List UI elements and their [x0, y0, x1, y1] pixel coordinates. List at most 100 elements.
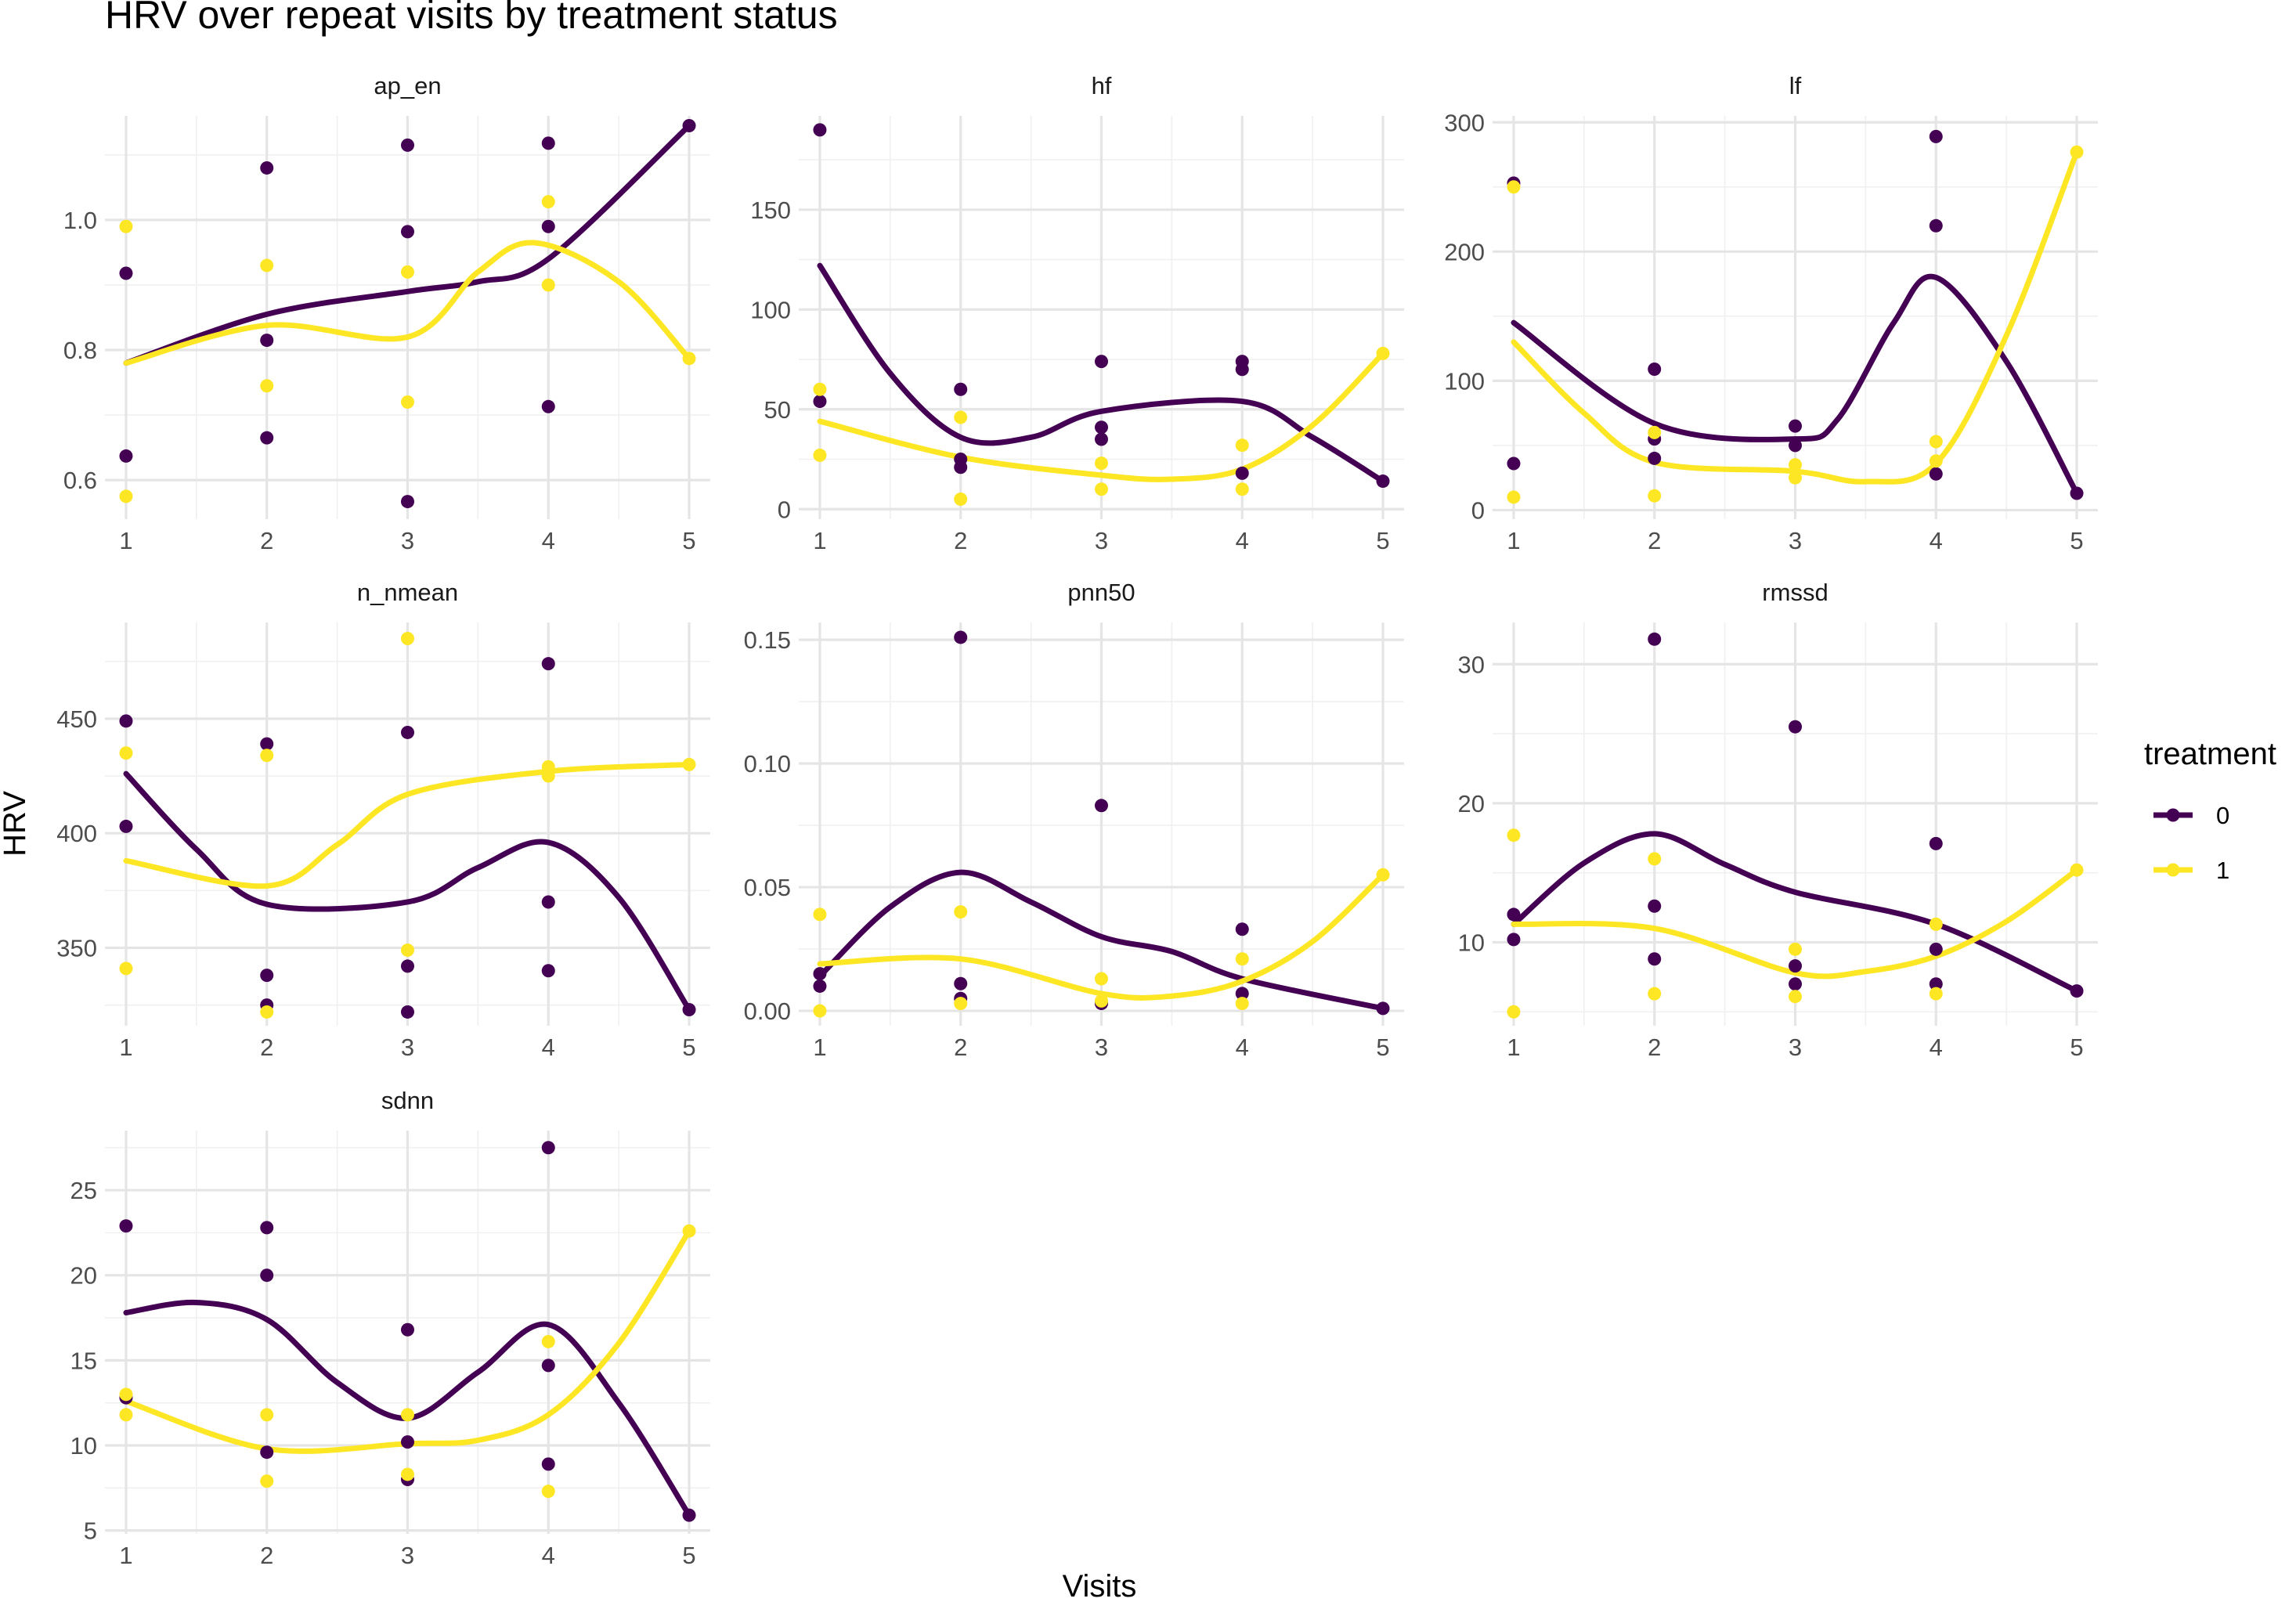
legend-point-swatch — [2166, 808, 2180, 822]
data-point-treatment-0 — [260, 1445, 274, 1459]
x-tick-label: 3 — [1789, 527, 1802, 554]
data-point-treatment-0 — [1648, 363, 1662, 377]
panel-strip-label: lf — [1789, 72, 1802, 99]
smooth-line-treatment-1 — [817, 350, 1386, 482]
smooth-line-treatment-0 — [1511, 273, 2080, 496]
data-point-treatment-1 — [119, 489, 133, 503]
data-point-treatment-0 — [1648, 451, 1662, 465]
y-tick-label: 0 — [1471, 496, 1485, 524]
x-tick-label: 5 — [1376, 1034, 1389, 1061]
y-tick-label: 0.05 — [744, 874, 791, 901]
panel-sdnn: sdnn 1 2 3 4 5 5 10 15 20 25 — [70, 1087, 710, 1569]
data-point-treatment-0 — [401, 495, 414, 509]
x-tick-label: 1 — [119, 1542, 132, 1569]
panel-strip-label: ap_en — [374, 72, 441, 99]
x-tick-label: 1 — [119, 1034, 132, 1061]
y-tick-label: 150 — [750, 197, 791, 224]
x-tick-label: 3 — [401, 1034, 414, 1061]
data-point-treatment-1 — [1235, 997, 1249, 1011]
chart-title: HRV over repeat visits by treatment stat… — [105, 0, 838, 37]
x-tick-label: 1 — [813, 1034, 826, 1061]
x-tick-label: 2 — [1648, 1034, 1661, 1061]
data-point-treatment-0 — [954, 382, 968, 396]
x-tick-label: 3 — [401, 527, 414, 554]
x-tick-label: 2 — [260, 527, 273, 554]
x-tick-label: 5 — [1376, 527, 1389, 554]
data-point-treatment-0 — [260, 431, 274, 445]
y-tick-label: 100 — [1444, 367, 1485, 395]
y-tick-label: 200 — [1444, 238, 1485, 265]
data-point-treatment-1 — [682, 352, 696, 366]
data-point-treatment-1 — [119, 219, 133, 233]
legend-label: 1 — [2216, 857, 2229, 884]
data-point-treatment-0 — [813, 967, 827, 981]
y-tick-label: 0 — [778, 496, 791, 523]
smooth-line-treatment-0 — [817, 262, 1386, 485]
data-point-treatment-0 — [1235, 363, 1249, 377]
data-point-treatment-0 — [541, 657, 555, 671]
data-point-treatment-1 — [541, 278, 555, 292]
data-point-treatment-1 — [2070, 145, 2084, 159]
x-tick-label: 4 — [1930, 527, 1943, 554]
data-point-treatment-1 — [119, 962, 133, 976]
y-tick-label: 20 — [70, 1262, 97, 1290]
data-point-treatment-1 — [401, 1467, 414, 1481]
data-point-treatment-0 — [1789, 438, 1802, 453]
legend-label: 0 — [2216, 802, 2229, 829]
data-point-treatment-1 — [1789, 458, 1802, 472]
panel-strip-label: rmssd — [1762, 579, 1828, 606]
data-point-treatment-0 — [1376, 474, 1390, 489]
data-point-treatment-0 — [682, 118, 696, 132]
data-point-treatment-0 — [1929, 942, 1943, 956]
y-tick-label: 450 — [56, 705, 97, 733]
y-tick-label: 0.6 — [63, 467, 97, 494]
data-point-treatment-0 — [260, 1268, 274, 1283]
data-point-treatment-1 — [1507, 1005, 1521, 1019]
data-point-treatment-0 — [1789, 977, 1802, 991]
x-tick-label: 5 — [2070, 527, 2083, 554]
data-point-treatment-0 — [1507, 907, 1521, 922]
data-point-treatment-1 — [1376, 868, 1390, 882]
data-point-treatment-1 — [954, 493, 968, 507]
data-point-treatment-0 — [1235, 922, 1249, 936]
x-tick-label: 1 — [813, 527, 826, 554]
data-point-treatment-0 — [813, 395, 827, 409]
y-tick-label: 400 — [56, 820, 97, 847]
data-point-treatment-1 — [541, 760, 555, 774]
data-point-treatment-1 — [401, 1408, 414, 1422]
data-point-treatment-0 — [119, 266, 133, 280]
data-point-treatment-0 — [1929, 467, 1943, 481]
data-point-treatment-0 — [119, 1219, 133, 1233]
data-point-treatment-1 — [541, 1334, 555, 1348]
data-point-treatment-1 — [119, 746, 133, 760]
data-point-treatment-1 — [1095, 482, 1108, 496]
data-point-treatment-1 — [1648, 489, 1662, 503]
data-point-treatment-1 — [260, 1005, 274, 1019]
data-point-treatment-0 — [954, 630, 968, 644]
panel-strip-label: pnn50 — [1067, 579, 1135, 606]
data-point-treatment-1 — [1507, 490, 1521, 504]
x-tick-label: 1 — [119, 527, 132, 554]
y-tick-label: 300 — [1444, 109, 1485, 136]
smooth-line-treatment-1 — [817, 871, 1386, 1001]
legend-entry-1: 1 — [2153, 857, 2229, 884]
x-tick-label: 4 — [542, 527, 555, 554]
data-point-treatment-0 — [1789, 419, 1802, 433]
smooth-line-treatment-0 — [123, 770, 692, 1013]
data-point-treatment-0 — [260, 334, 274, 348]
data-point-treatment-1 — [1507, 828, 1521, 842]
data-point-treatment-1 — [954, 410, 968, 424]
data-point-treatment-1 — [954, 997, 968, 1011]
data-point-treatment-0 — [541, 1141, 555, 1155]
data-point-treatment-0 — [260, 161, 274, 175]
data-point-treatment-1 — [954, 905, 968, 919]
y-tick-label: 0.8 — [63, 337, 97, 364]
x-tick-label: 3 — [1095, 527, 1108, 554]
x-tick-label: 5 — [2070, 1034, 2083, 1061]
y-tick-label: 15 — [70, 1347, 97, 1374]
data-point-treatment-0 — [1789, 720, 1802, 734]
data-point-treatment-0 — [541, 219, 555, 233]
